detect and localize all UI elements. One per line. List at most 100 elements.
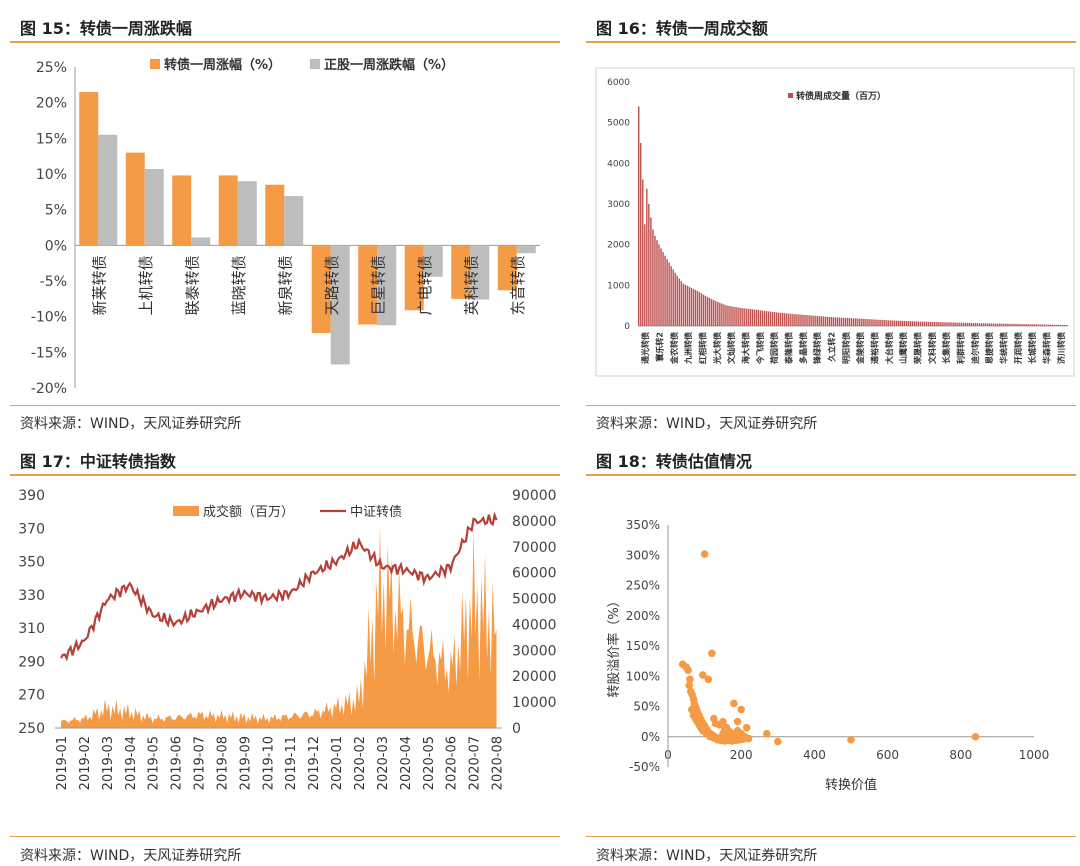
fig18-point — [847, 735, 855, 744]
fig17-xtick: 2019-11 — [284, 736, 299, 790]
fig15-title-rule — [10, 41, 560, 43]
fig15-chart: -20% -15% -10% -5% 0% 5% 10% 15% 20% 25% 新莱转债 上机转债 联… — [31, 57, 540, 397]
fig18-ytick: 50% — [633, 700, 660, 714]
fig16-bar — [877, 319, 879, 326]
fig16-bar — [706, 297, 709, 326]
fig16-bar — [923, 321, 926, 326]
fig16-bar — [855, 318, 857, 326]
fig15-bar — [330, 245, 350, 365]
fig17-index-line — [60, 511, 498, 662]
fig16-bar — [1037, 324, 1039, 326]
fig16-bar — [988, 323, 991, 326]
fig18-ytick: 0% — [641, 730, 660, 744]
fig16-bar — [763, 310, 766, 326]
fig16-bar — [1009, 323, 1011, 326]
fig16-ytick: 3000 — [607, 200, 630, 210]
fig15-title: 图 15：转债一周涨跌幅 — [20, 19, 192, 38]
fig16-bar — [999, 323, 1001, 326]
fig16-bar — [913, 321, 916, 326]
fig16-category-label: 多晶转债 — [798, 332, 808, 364]
fig18-point — [685, 681, 694, 690]
fig17-xtick: 2020-06 — [445, 736, 460, 790]
fig16-bar — [911, 321, 914, 326]
fig16-bar — [946, 322, 948, 326]
fig16-bar — [873, 319, 875, 326]
fig16-bar — [905, 321, 908, 326]
fig15-bar — [265, 184, 285, 246]
fig16-bar — [796, 314, 798, 326]
fig16-category-label: 文灿转债 — [726, 332, 736, 364]
fig16-bar — [1025, 324, 1027, 326]
fig16-bar — [1051, 324, 1054, 326]
fig16-bar — [638, 106, 640, 327]
fig15-bar — [423, 245, 443, 277]
fig16-bar — [879, 319, 881, 326]
fig16-category-label: 泰隆转债 — [784, 332, 794, 365]
fig17-ytick-right: 10000 — [512, 695, 557, 711]
fig18-point — [971, 732, 980, 741]
fig16-bar — [952, 322, 954, 326]
fig16-category-label: 红相转债 — [698, 332, 708, 364]
fig16-bar — [915, 321, 918, 326]
fig15-ytick: -5% — [40, 274, 67, 290]
fig18-xtick: 400 — [803, 748, 826, 762]
fig16-bar — [1041, 324, 1044, 326]
fig16-bar — [974, 323, 977, 326]
fig18-point — [684, 666, 692, 674]
fig17-ytick-right: 50000 — [512, 592, 557, 608]
fig16-bar — [757, 309, 760, 326]
fig15-bar — [311, 245, 331, 334]
fig18-point — [742, 723, 751, 732]
fig16-bar — [708, 298, 711, 326]
fig15-category-label: 巨星转债 — [369, 255, 387, 315]
fig18-point — [711, 719, 720, 728]
fig16-bar — [958, 322, 960, 326]
fig17-xtick: 2020-01 — [330, 736, 345, 790]
fig16-bar — [850, 318, 853, 326]
fig16-category-label: 明阳转债 — [841, 332, 851, 364]
fig16-bar — [755, 309, 758, 326]
fig16-bar — [648, 203, 650, 326]
fig16-bar — [737, 307, 739, 326]
fig16-bar — [676, 275, 678, 326]
fig16-bar — [859, 318, 861, 326]
fig16-bar — [997, 323, 999, 326]
fig18-xtick: 200 — [730, 748, 753, 762]
fig16-bar — [790, 313, 792, 326]
fig17-xtick: 2019-03 — [101, 736, 116, 790]
fig17-source-rule — [10, 836, 560, 837]
fig18-point — [733, 717, 742, 726]
fig16-bar — [668, 262, 670, 326]
fig16-bar — [690, 287, 693, 326]
fig16-category-label: 华统转债 — [999, 332, 1009, 364]
fig16-bar — [1029, 324, 1031, 326]
fig18-point — [700, 550, 709, 558]
fig15-ytick: -20% — [31, 381, 67, 397]
fig16-bar — [1021, 324, 1023, 326]
fig18-ytick: 250% — [626, 579, 660, 593]
fig16-bar — [784, 313, 786, 326]
fig17-ytick-right: 80000 — [512, 514, 557, 530]
fig16-bar — [926, 321, 928, 326]
fig16-bar — [950, 322, 952, 326]
fig16-bar — [692, 288, 695, 326]
fig16-bar — [660, 248, 662, 326]
fig16-bar — [773, 312, 776, 326]
fig16-bar — [650, 217, 652, 326]
fig15-category-label: 广电转债 — [416, 255, 434, 315]
fig16-bar — [808, 315, 810, 326]
fig16-bar — [1059, 324, 1062, 326]
fig16-bar — [907, 321, 910, 326]
fig15-source-rule — [10, 405, 560, 406]
fig17-ytick-right: 70000 — [512, 540, 557, 556]
fig16-bar — [765, 311, 768, 326]
fig15-ytick: -10% — [31, 310, 67, 326]
fig16-bar — [652, 229, 654, 326]
fig16-bar — [1061, 324, 1064, 326]
fig15-bar — [191, 237, 211, 246]
fig17-xtick: 2019-04 — [124, 736, 139, 790]
fig16-bar — [696, 290, 699, 326]
fig15-bar — [98, 134, 118, 246]
fig16-bar — [782, 313, 784, 326]
fig16-category-label: 金农转债 — [669, 332, 679, 365]
